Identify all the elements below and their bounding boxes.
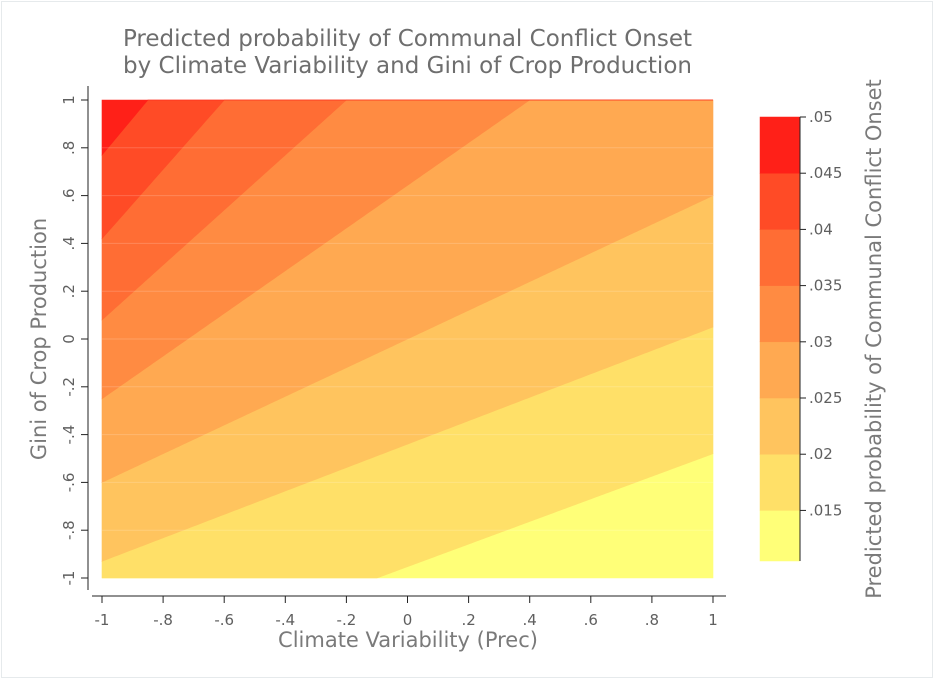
x-tick-label: -.8 bbox=[153, 611, 173, 629]
legend-tick-label: .025 bbox=[809, 389, 842, 407]
legend-tick-label: .015 bbox=[809, 501, 842, 519]
legend-tick-label: .05 bbox=[809, 108, 833, 126]
x-tick-label: .6 bbox=[584, 611, 598, 629]
x-tick-label: 0 bbox=[403, 611, 413, 629]
x-tick-label: 1 bbox=[708, 611, 718, 629]
legend-swatch-7 bbox=[759, 116, 801, 174]
legend-tick-label: .03 bbox=[809, 333, 833, 351]
legend-swatch-3 bbox=[759, 341, 801, 399]
legend-title: Predicted probability of Communal Confli… bbox=[862, 79, 886, 599]
x-tick-label: .2 bbox=[461, 611, 475, 629]
y-tick-label: 0 bbox=[60, 334, 78, 344]
chart-title-line2: by Climate Variability and Gini of Crop … bbox=[123, 53, 692, 79]
x-axis: -1 -.8 -.6 -.4 -.2 0 .2 .4 .6 .8 1 bbox=[92, 595, 726, 629]
y-tick-label: -.2 bbox=[60, 377, 78, 397]
y-tick-label: -.4 bbox=[60, 425, 78, 445]
y-tick-label: .2 bbox=[60, 284, 78, 298]
legend-swatch-4 bbox=[759, 285, 801, 343]
legend: .015 .02 .025 .03 .035 .04 .045 .05 bbox=[759, 108, 842, 562]
y-axis-title: Gini of Crop Production bbox=[27, 218, 51, 460]
y-axis: -1 -.8 -.6 -.4 -.2 0 .2 .4 .6 .8 1 bbox=[60, 86, 89, 590]
x-tick-label: .4 bbox=[523, 611, 537, 629]
legend-tick-label: .02 bbox=[809, 445, 833, 463]
y-tick-label: .8 bbox=[60, 141, 78, 155]
legend-swatch-0 bbox=[759, 510, 801, 562]
x-tick-label: -.6 bbox=[214, 611, 234, 629]
x-tick-label: -.4 bbox=[275, 611, 295, 629]
legend-swatch-1 bbox=[759, 453, 801, 511]
y-tick-label: -.6 bbox=[60, 473, 78, 493]
x-tick-label: -1 bbox=[95, 611, 110, 629]
contour-band-7 bbox=[101, 99, 713, 156]
legend-tick-label: .04 bbox=[809, 220, 833, 238]
legend-swatch-5 bbox=[759, 229, 801, 286]
y-tick-label: -1 bbox=[60, 571, 78, 586]
plot-area bbox=[101, 99, 714, 579]
y-tick-label: .6 bbox=[60, 188, 78, 202]
legend-tick-label: .035 bbox=[809, 277, 842, 295]
y-tick-label: -.8 bbox=[60, 520, 78, 540]
x-axis-title: Climate Variability (Prec) bbox=[278, 628, 538, 652]
y-tick-label: .4 bbox=[60, 236, 78, 250]
x-tick-label: .8 bbox=[645, 611, 659, 629]
legend-tick-label: .045 bbox=[809, 164, 842, 182]
x-tick-label: -.2 bbox=[337, 611, 357, 629]
legend-swatch-6 bbox=[759, 172, 801, 230]
chart-title-line1: Predicted probability of Communal Confli… bbox=[122, 26, 693, 52]
y-tick-label: 1 bbox=[60, 95, 78, 105]
legend-swatch-2 bbox=[759, 397, 801, 455]
